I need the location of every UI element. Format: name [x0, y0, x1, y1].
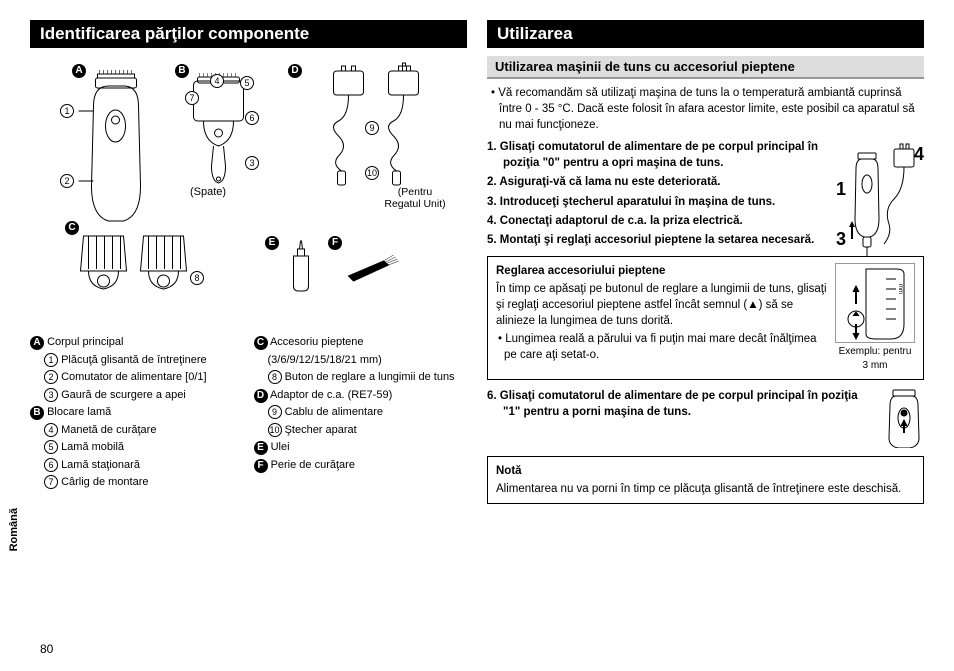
note-box-text: Alimentarea nu va porni în timp ce plăcu… [496, 481, 915, 497]
diagram-num-3: 3 [245, 156, 259, 170]
diagram-num-1: 1 [60, 104, 74, 118]
adjust-box-text: În timp ce apăsaţi pe butonul de reglare… [496, 281, 827, 329]
parts-d: Adaptor de c.a. (RE7-59) [270, 389, 392, 401]
step-3: 3. Introduceţi ştecherul aparatului în m… [487, 194, 824, 210]
parts-num-4: 4 [44, 423, 58, 437]
adjust-box-bullet-text: Lungimea reală a părului va fi puţin mai… [504, 333, 817, 361]
diagram-badge-f: F [328, 236, 342, 250]
diagram-badge-a: A [72, 64, 86, 78]
intro-bullet: • Vă recomandăm să utilizaţi maşina de t… [487, 85, 924, 133]
diagram-num-10: 10 [365, 166, 379, 180]
adjust-box-caption: Exemplu: pentru 3 mm [839, 346, 912, 371]
step-6-area: 6. Glisaţi comutatorul de alimentare de … [487, 388, 924, 448]
parts-b5: Lamă mobilă [61, 441, 124, 453]
step-2: 2. Asiguraţi-vă că lama nu este deterior… [487, 174, 824, 190]
diagram-num-2: 2 [60, 174, 74, 188]
parts-d10: Ştecher aparat [285, 424, 357, 436]
step-6-svg [884, 388, 924, 448]
parts-e: Ulei [271, 441, 290, 453]
parts-num-1: 1 [44, 353, 58, 367]
right-column: Utilizarea Utilizarea maşinii de tuns cu… [487, 20, 924, 661]
right-sub-header: Utilizarea maşinii de tuns cu accesoriul… [487, 56, 924, 79]
step-4-text: Conectaţi adaptorul de c.a. la priza ele… [500, 215, 743, 227]
note-box: Notă Alimentarea nu va porni în timp ce … [487, 456, 924, 504]
parts-badge-a: A [30, 336, 44, 350]
diagram-badge-e: E [265, 236, 279, 250]
parts-badge-b: B [30, 406, 44, 420]
parts-a: Corpul principal [47, 336, 123, 348]
adjust-box-title: Reglarea accesoriului pieptene [496, 263, 827, 279]
parts-c: Accesoriu pieptene [270, 336, 364, 348]
step-6: 6. Glisaţi comutatorul de alimentare de … [487, 388, 876, 445]
step-2-text: Asiguraţi-vă că lama nu este deteriorată… [499, 176, 720, 188]
parts-num-5: 5 [44, 440, 58, 454]
left-section-header: Identificarea părţilor componente [30, 20, 467, 48]
step-num-3: 3 [836, 229, 846, 250]
intro-text: Vă recomandăm să utilizaţi maşina de tun… [498, 87, 914, 131]
step-6-text: Glisaţi comutatorul de alimentare de pe … [500, 390, 858, 418]
svg-text:mm: mm [897, 284, 903, 294]
diagram-num-7: 7 [185, 91, 199, 105]
adjust-box-image: mm Exemplu: pentru 3 mm [835, 263, 915, 373]
parts-d9: Cablu de alimentare [285, 406, 383, 418]
diagram-num-9: 9 [365, 121, 379, 135]
parts-num-6: 6 [44, 458, 58, 472]
step-diagram: 1 3 4 [834, 139, 924, 259]
parts-a2: Comutator de alimentare [0/1] [61, 371, 207, 383]
parts-num-8: 8 [268, 370, 282, 384]
step-4: 4. Conectaţi adaptorul de c.a. la priza … [487, 213, 824, 229]
step-6-image [884, 388, 924, 448]
parts-b7: Cârlig de montare [61, 476, 148, 488]
parts-b6: Lamă staţionară [61, 459, 140, 471]
parts-b: Blocare lamă [47, 406, 111, 418]
diagram-badge-c: C [65, 221, 79, 235]
diagram-badge-d: D [288, 64, 302, 78]
parts-badge-f: F [254, 459, 268, 473]
step-1: 1. Glisaţi comutatorul de alimentare de … [487, 139, 824, 171]
parts-badge-d: D [254, 389, 268, 403]
parts-c-detail: (3/6/9/12/15/18/21 mm) [268, 354, 382, 366]
diagram-num-8: 8 [190, 271, 204, 285]
parts-num-10: 10 [268, 423, 282, 437]
diagram-num-5: 5 [240, 76, 254, 90]
parts-num-9: 9 [268, 405, 282, 419]
parts-a3: Gaură de scurgere a apei [61, 389, 186, 401]
steps-block: 1. Glisaţi comutatorul de alimentare de … [487, 139, 924, 248]
adjust-box-svg: mm [836, 264, 914, 342]
step-num-4: 4 [914, 144, 924, 165]
sidebar-language-label: Română [8, 508, 20, 551]
diagram-num-6: 6 [245, 111, 259, 125]
diagram-spate-label: (Spate) [190, 186, 226, 198]
parts-diagram: A 1 2 B 4 5 6 7 3 (Spate) D 9 10 (Pentru… [30, 56, 467, 326]
parts-f: Perie de curăţare [271, 459, 355, 471]
parts-list: A Corpul principal 1 Plăcuţă glisantă de… [30, 334, 467, 492]
parts-c8: Buton de reglare a lungimii de tuns [285, 371, 455, 383]
parts-a1: Plăcuţă glisantă de întreţinere [61, 354, 207, 366]
step-diagram-svg [834, 139, 924, 259]
parts-num-3: 3 [44, 388, 58, 402]
parts-num-7: 7 [44, 475, 58, 489]
step-5: 5. Montaţi şi reglaţi accesoriul piepten… [487, 232, 824, 248]
parts-badge-c: C [254, 336, 268, 350]
step-num-1: 1 [836, 179, 846, 200]
diagram-uk-label: (Pentru Regatul Unit) [380, 186, 450, 210]
adjust-box-bullet: • Lungimea reală a părului va fi puţin m… [496, 331, 827, 363]
adjust-box: Reglarea accesoriului pieptene În timp c… [487, 256, 924, 380]
parts-num-2: 2 [44, 370, 58, 384]
right-section-header: Utilizarea [487, 20, 924, 48]
step-5-text: Montaţi şi reglaţi accesoriul pieptene l… [500, 234, 814, 246]
step-1-text: Glisaţi comutatorul de alimentare de pe … [500, 141, 818, 169]
diagram-num-4: 4 [210, 74, 224, 88]
left-column: Identificarea părţilor componente [30, 20, 467, 661]
note-box-title: Notă [496, 463, 915, 479]
parts-b4: Manetă de curăţare [61, 424, 156, 436]
step-3-text: Introduceţi ştecherul aparatului în maşi… [500, 196, 775, 208]
diagram-badge-b: B [175, 64, 189, 78]
parts-badge-e: E [254, 441, 268, 455]
